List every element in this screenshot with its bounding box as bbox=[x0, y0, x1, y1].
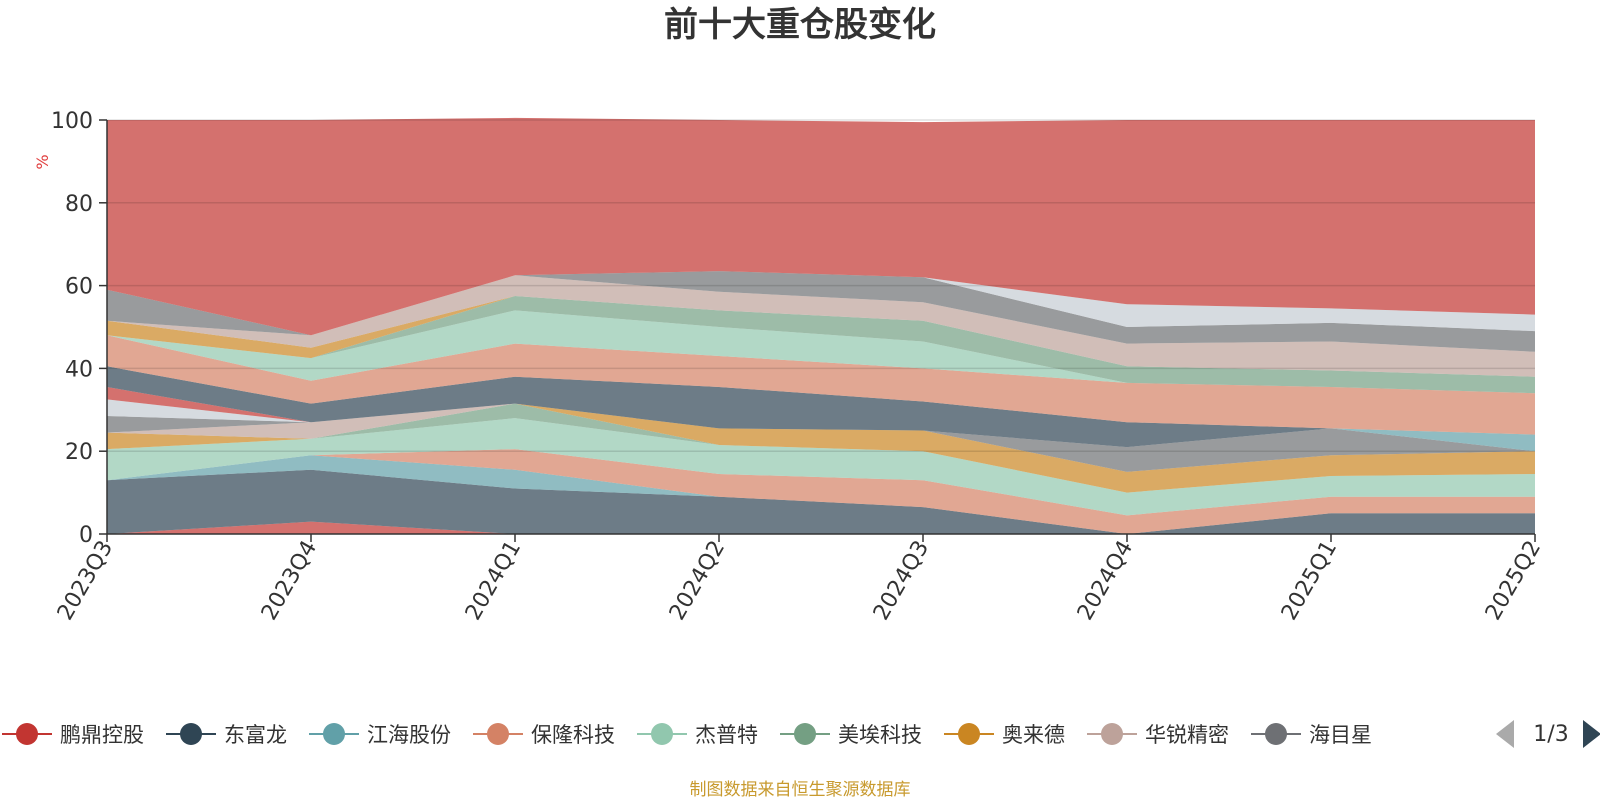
legend-items: 鹏鼎控股 东富龙 江海股份 保隆科技 杰普特 美埃科技 奥来德 华锐精密 海目星 bbox=[2, 723, 1372, 747]
x-tick-label: 2024Q3 bbox=[869, 537, 934, 625]
legend-item[interactable]: 保隆科技 bbox=[473, 723, 615, 747]
area-series-20[interactable] bbox=[107, 117, 1535, 336]
area-series-0[interactable] bbox=[107, 521, 1535, 534]
legend-marker-icon bbox=[958, 723, 980, 745]
legend-item[interactable]: 华锐精密 bbox=[1087, 723, 1229, 747]
area-series-3[interactable] bbox=[107, 449, 1535, 534]
legend-label: 奥来德 bbox=[1002, 723, 1065, 747]
y-tick-label: 60 bbox=[65, 275, 93, 300]
grid-lines bbox=[107, 119, 1535, 452]
legend-label: 美埃科技 bbox=[838, 723, 922, 747]
legend-label: 华锐精密 bbox=[1145, 723, 1229, 747]
legend-label: 东富龙 bbox=[224, 723, 287, 747]
x-tick-label: 2024Q1 bbox=[461, 537, 526, 625]
legend-item[interactable]: 鹏鼎控股 bbox=[2, 723, 144, 747]
y-tick-label: 80 bbox=[65, 192, 93, 217]
legend-item[interactable]: 美埃科技 bbox=[780, 723, 922, 747]
area-series-13[interactable] bbox=[107, 335, 1535, 435]
y-axis-unit: % bbox=[33, 154, 52, 169]
area-series-1[interactable] bbox=[107, 469, 1535, 534]
legend-item[interactable]: 东富龙 bbox=[166, 723, 287, 747]
legend-item[interactable]: 杰普特 bbox=[637, 723, 758, 747]
legend-marker-icon bbox=[180, 723, 202, 745]
area-series-8[interactable] bbox=[107, 403, 1535, 472]
legend-page-indicator: 1/3 bbox=[1533, 722, 1568, 747]
legend: 鹏鼎控股 东富龙 江海股份 保隆科技 杰普特 美埃科技 奥来德 华锐精密 海目星 1/3 bbox=[2, 720, 1600, 748]
area-series-6[interactable] bbox=[107, 403, 1535, 493]
legend-marker-icon bbox=[16, 723, 38, 745]
area-series-17[interactable] bbox=[107, 275, 1535, 377]
legend-label: 杰普特 bbox=[695, 723, 758, 747]
legend-marker-icon bbox=[1101, 723, 1123, 745]
legend-marker-icon bbox=[794, 723, 816, 745]
area-series-2[interactable] bbox=[107, 455, 1535, 534]
y-tick-label: 100 bbox=[51, 109, 93, 134]
x-tick-label: 2023Q4 bbox=[257, 537, 322, 625]
area-series-11[interactable] bbox=[107, 366, 1535, 452]
legend-marker-icon bbox=[1265, 723, 1287, 745]
legend-item[interactable]: 奥来德 bbox=[944, 723, 1065, 747]
area-series-14[interactable] bbox=[107, 310, 1535, 394]
y-tick-label: 20 bbox=[65, 440, 93, 465]
legend-item[interactable]: 江海股份 bbox=[309, 723, 451, 747]
legend-prev-page-icon[interactable] bbox=[1496, 720, 1514, 748]
area-series-15[interactable] bbox=[107, 296, 1535, 394]
chart-title: 前十大重仓股变化 bbox=[664, 5, 936, 45]
y-tick-label: 0 bbox=[79, 523, 93, 548]
x-tick-label: 2024Q4 bbox=[1073, 537, 1138, 625]
legend-marker-icon bbox=[651, 723, 673, 745]
x-tick-label: 2025Q2 bbox=[1481, 537, 1546, 625]
legend-label: 保隆科技 bbox=[531, 723, 615, 747]
legend-label: 鹏鼎控股 bbox=[60, 723, 144, 747]
legend-marker-icon bbox=[487, 723, 509, 745]
area-series-4[interactable] bbox=[107, 418, 1535, 516]
x-tick-label: 2025Q1 bbox=[1277, 537, 1342, 625]
legend-next-page-icon[interactable] bbox=[1583, 720, 1600, 748]
x-tick-label: 2023Q3 bbox=[53, 537, 118, 625]
area-series-group bbox=[107, 117, 1535, 534]
legend-label: 海目星 bbox=[1309, 723, 1372, 747]
x-tick-label: 2024Q2 bbox=[665, 537, 730, 625]
legend-label: 江海股份 bbox=[367, 723, 451, 747]
plot-area: 0 20 40 60 80 100 2023Q3 2023Q4 2024Q1 2024Q2 2024… bbox=[51, 109, 1546, 625]
area-series-18[interactable] bbox=[107, 271, 1535, 352]
source-note: 制图数据来自恒生聚源数据库 bbox=[690, 780, 911, 800]
legend-item[interactable]: 海目星 bbox=[1251, 723, 1372, 747]
y-tick-label: 40 bbox=[65, 357, 93, 382]
legend-marker-icon bbox=[323, 723, 345, 745]
area-series-19[interactable] bbox=[107, 271, 1535, 336]
